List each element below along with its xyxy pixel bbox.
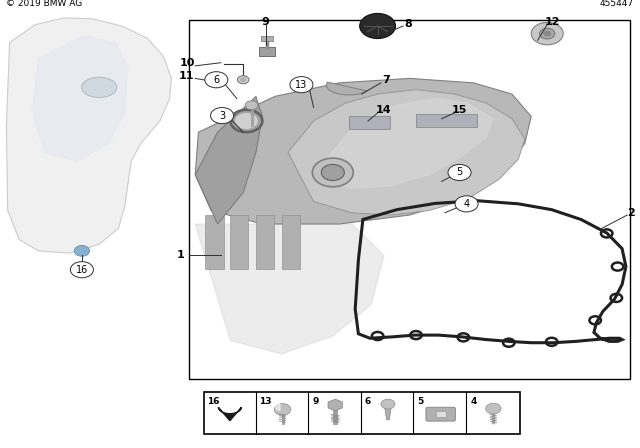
Bar	[261, 36, 273, 41]
Polygon shape	[326, 82, 367, 95]
Circle shape	[448, 164, 471, 181]
Text: 3: 3	[219, 111, 225, 121]
Bar	[259, 47, 275, 56]
Text: 15: 15	[452, 105, 467, 115]
Circle shape	[237, 76, 249, 84]
Circle shape	[241, 78, 246, 82]
Circle shape	[205, 72, 228, 88]
Bar	[189, 20, 630, 379]
Text: 13: 13	[295, 80, 308, 90]
Bar	[204, 392, 520, 434]
Circle shape	[531, 22, 563, 45]
Polygon shape	[32, 36, 128, 161]
Text: 14: 14	[376, 105, 391, 115]
Polygon shape	[6, 18, 172, 253]
Bar	[256, 215, 274, 269]
Text: 6: 6	[365, 397, 371, 406]
Circle shape	[74, 246, 90, 256]
Circle shape	[321, 164, 344, 181]
Circle shape	[540, 28, 555, 39]
Text: 8: 8	[404, 19, 412, 29]
Circle shape	[70, 262, 93, 278]
Bar	[416, 114, 477, 127]
Circle shape	[245, 101, 258, 110]
Text: 4: 4	[463, 199, 470, 209]
Circle shape	[290, 77, 313, 93]
Text: 13: 13	[259, 397, 272, 406]
Polygon shape	[385, 408, 391, 420]
Circle shape	[381, 399, 395, 409]
Polygon shape	[195, 224, 384, 354]
Text: 9: 9	[262, 17, 269, 26]
Text: 4: 4	[470, 397, 477, 406]
Bar	[205, 215, 224, 269]
Text: 1: 1	[177, 250, 184, 260]
Circle shape	[235, 113, 258, 129]
Circle shape	[312, 158, 353, 187]
Circle shape	[544, 31, 550, 36]
Text: 5: 5	[456, 168, 463, 177]
Polygon shape	[320, 99, 493, 188]
Wedge shape	[275, 404, 280, 410]
Circle shape	[211, 108, 234, 124]
FancyBboxPatch shape	[426, 407, 456, 421]
Text: © 2019 BMW AG: © 2019 BMW AG	[6, 0, 83, 8]
Text: 16: 16	[76, 265, 88, 275]
Text: 16: 16	[207, 397, 220, 406]
Bar	[349, 116, 390, 129]
Text: 455447: 455447	[600, 0, 634, 8]
Ellipse shape	[82, 77, 117, 98]
Text: 10: 10	[179, 58, 195, 68]
Circle shape	[486, 403, 501, 414]
Polygon shape	[195, 78, 531, 224]
Polygon shape	[195, 96, 262, 224]
Circle shape	[455, 196, 478, 212]
Circle shape	[360, 13, 396, 39]
Text: 7: 7	[383, 75, 390, 85]
Text: 5: 5	[417, 397, 424, 406]
Text: 2: 2	[627, 208, 635, 218]
Polygon shape	[218, 407, 241, 421]
Text: 12: 12	[545, 17, 560, 26]
Text: 11: 11	[179, 71, 195, 81]
Polygon shape	[288, 90, 525, 215]
Bar	[230, 215, 248, 269]
Circle shape	[275, 404, 291, 415]
Text: 6: 6	[213, 75, 220, 85]
Bar	[282, 215, 300, 269]
Bar	[436, 411, 446, 417]
Text: 9: 9	[312, 397, 319, 406]
